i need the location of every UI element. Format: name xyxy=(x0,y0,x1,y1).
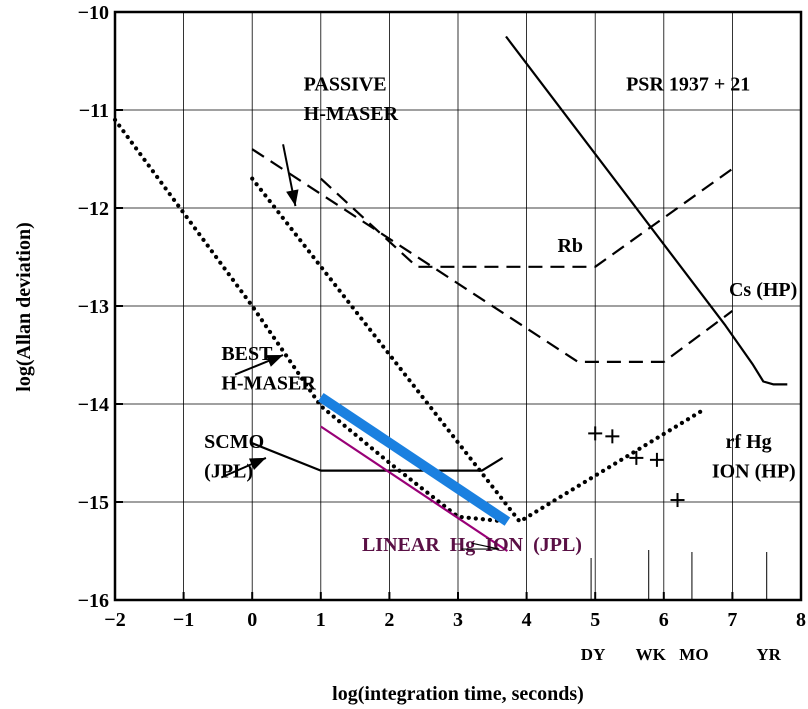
annotation-cs-hp: Cs (HP) xyxy=(729,279,797,301)
series-line-psr-1937-21 xyxy=(505,35,788,386)
annotation-scmo: SCMO xyxy=(204,431,264,453)
time-marker-label-mo: MO xyxy=(679,645,708,664)
annotations-layer: PASSIVE H-MASER BEST H-MASER SCMO (JPL) Rb PSR … xyxy=(204,73,797,556)
annotation-linear-hg-ion-jpl: LINEAR Hg ION (JPL) xyxy=(362,534,582,556)
time-marker-label-dy: DY xyxy=(581,645,606,664)
annotation-best: BEST xyxy=(221,343,273,365)
rf-hg-ion-point xyxy=(629,450,644,465)
series-line-scmo-jpl xyxy=(251,442,504,472)
x-tick-label: 1 xyxy=(316,609,326,631)
rf-hg-ion-point xyxy=(649,452,664,467)
y-tick-label: −15 xyxy=(78,492,109,514)
y-tick-label: −13 xyxy=(78,296,109,318)
x-tick-label: 5 xyxy=(590,609,600,631)
annotation-passive: PASSIVE xyxy=(304,73,387,95)
rf-hg-ion-point xyxy=(605,429,620,444)
annotation-jpl: (JPL) xyxy=(204,461,253,483)
linear-hg-ion-leader xyxy=(461,542,500,550)
y-tick-label: −11 xyxy=(79,100,109,122)
series-line-best-h-maser xyxy=(112,117,509,524)
x-axis-title: log(integration time, seconds) xyxy=(332,683,584,705)
x-tick-label: 4 xyxy=(522,609,532,631)
x-tick-label: 2 xyxy=(384,609,394,631)
passive-h-maser-arrow xyxy=(282,144,299,207)
annotation-psr-1937-21: PSR 1937 + 21 xyxy=(626,73,750,95)
time-marker-label-yr: YR xyxy=(756,645,781,664)
annotation-rb: Rb xyxy=(557,235,583,257)
x-tick-label: 7 xyxy=(727,609,737,631)
time-marker-label-wk: WK xyxy=(636,645,667,664)
series-line-passive-h-maser xyxy=(250,176,708,524)
annotation-h-maser: H-MASER xyxy=(221,372,316,394)
series-layer xyxy=(112,35,788,552)
x-tick-label: −2 xyxy=(104,609,125,631)
y-tick-label: −12 xyxy=(78,198,109,220)
x-tick-label: 0 xyxy=(247,609,257,631)
series-line-cs-hp xyxy=(251,148,734,363)
y-tick-label: −14 xyxy=(78,394,109,416)
grid xyxy=(115,12,801,600)
y-axis-title: log(Allan deviation) xyxy=(13,222,35,391)
series-line-linear-hg-ion-jpl xyxy=(320,425,509,552)
annotation-ion-hp: ION (HP) xyxy=(712,461,796,483)
rf-hg-ion-point xyxy=(588,426,603,441)
rf-hg-ion-point xyxy=(670,493,685,508)
x-tick-label: 3 xyxy=(453,609,463,631)
x-tick-label: 6 xyxy=(659,609,669,631)
series-line-highlight-7 xyxy=(318,392,511,526)
best-h-maser-arrow xyxy=(234,354,284,376)
scmo-arrow xyxy=(220,456,267,479)
annotation-rf-hg: rf Hg xyxy=(726,431,772,453)
y-tick-label: −16 xyxy=(78,590,109,612)
x-tick-label: 8 xyxy=(796,609,806,631)
annotation-h-maser: H-MASER xyxy=(304,103,399,125)
y-tick-label: −10 xyxy=(78,2,109,24)
x-tick-label: −1 xyxy=(173,609,194,631)
